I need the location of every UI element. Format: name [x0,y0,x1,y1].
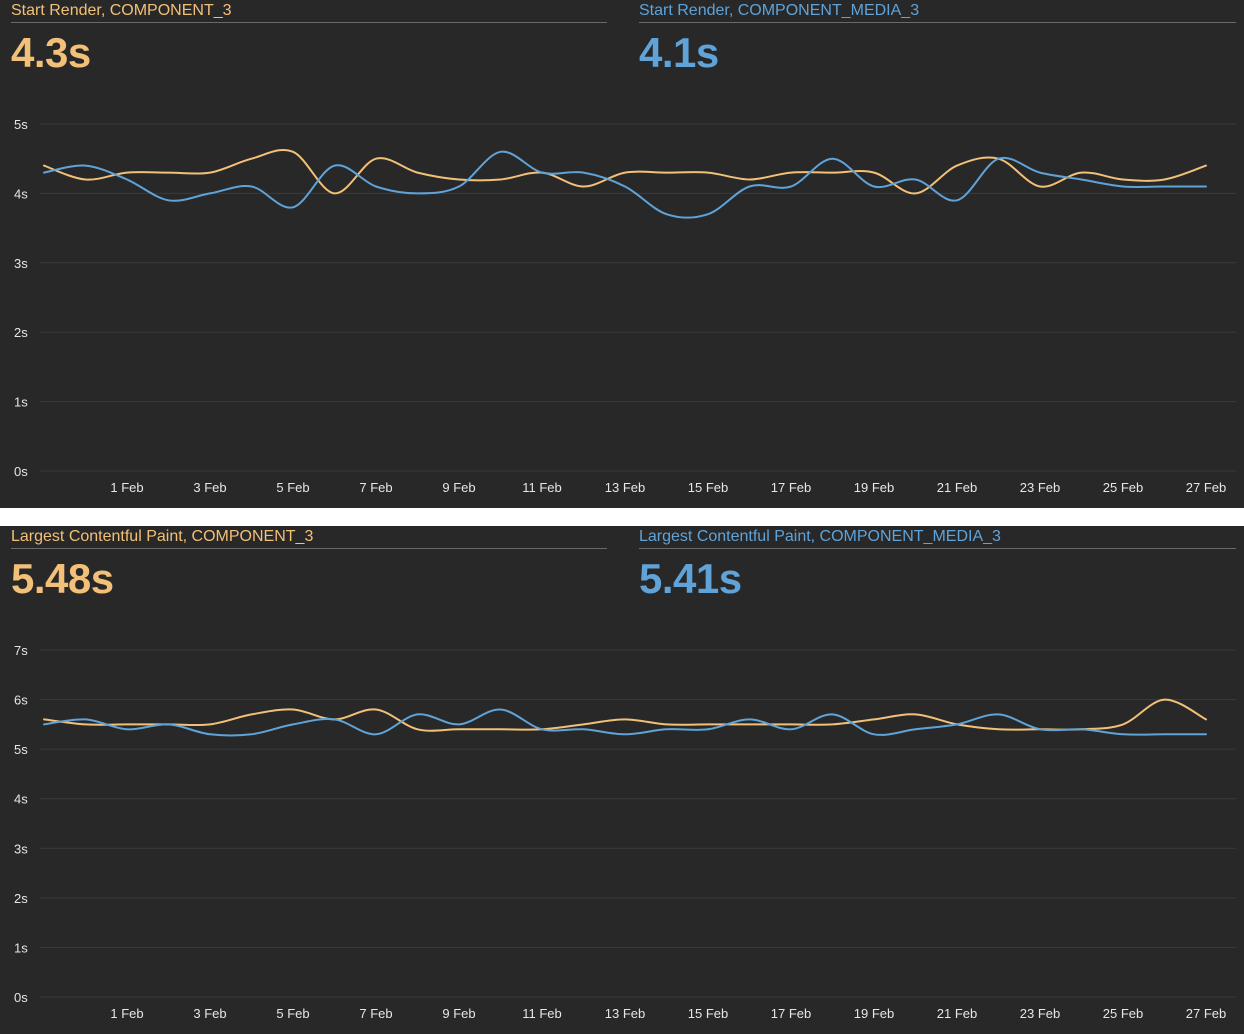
x-tick-label: 5 Feb [276,1006,309,1021]
x-tick-label: 11 Feb [522,480,562,495]
metric-value: 4.3s [11,29,91,76]
x-tick-label: 5 Feb [276,480,309,495]
metric-component-3: Largest Contentful Paint, COMPONENT_3 5.… [11,526,607,603]
y-tick-label: 3s [14,841,28,856]
x-tick-label: 13 Feb [605,480,645,495]
x-tick-label: 23 Feb [1020,480,1060,495]
series-line-component-media-3 [43,708,1207,737]
x-tick-label: 23 Feb [1020,1006,1060,1021]
metric-title: Largest Contentful Paint, COMPONENT_3 [11,526,607,549]
y-tick-label: 2s [14,891,28,906]
y-tick-label: 4s [14,186,28,201]
x-tick-label: 11 Feb [522,1006,562,1021]
x-tick-label: 19 Feb [854,480,894,495]
x-tick-label: 19 Feb [854,1006,894,1021]
metric-component-media-3: Start Render, COMPONENT_MEDIA_3 4.1s [639,0,1236,77]
y-tick-label: 0s [14,464,28,479]
y-tick-label: 2s [14,325,28,340]
metric-value: 5.41s [639,555,742,602]
x-tick-label: 13 Feb [605,1006,645,1021]
x-tick-label: 3 Feb [193,1006,226,1021]
x-tick-label: 27 Feb [1186,480,1226,495]
x-tick-label: 17 Feb [771,480,811,495]
x-tick-label: 21 Feb [937,480,977,495]
x-tick-label: 7 Feb [359,1006,392,1021]
y-tick-label: 6s [14,693,28,708]
largest-contentful-paint-panel: Largest Contentful Paint, COMPONENT_3 5.… [0,526,1244,1034]
metric-component-3: Start Render, COMPONENT_3 4.3s [11,0,607,77]
y-tick-label: 7s [14,643,28,658]
x-tick-label: 9 Feb [442,1006,475,1021]
x-tick-label: 7 Feb [359,480,392,495]
y-tick-label: 4s [14,792,28,807]
series-line-component-media-3 [43,150,1207,219]
x-tick-label: 27 Feb [1186,1006,1226,1021]
y-tick-label: 3s [14,256,28,271]
metric-title: Start Render, COMPONENT_3 [11,0,607,23]
x-tick-label: 25 Feb [1103,480,1143,495]
series-line-component-3 [43,148,1207,195]
y-tick-label: 1s [14,395,28,410]
y-tick-label: 5s [14,742,28,757]
start-render-panel: Start Render, COMPONENT_3 4.3s Start Ren… [0,0,1244,508]
metric-value: 5.48s [11,555,114,602]
metric-title: Largest Contentful Paint, COMPONENT_MEDI… [639,526,1236,549]
y-tick-label: 0s [14,990,28,1005]
x-tick-label: 17 Feb [771,1006,811,1021]
largest-contentful-paint-chart: 0s 1s 2s 3s 4s 5s 6s 7s 1 Feb 3 Feb 5 Feb 7 Feb 9 Fe… [14,643,1236,1021]
y-tick-label: 1s [14,940,28,955]
x-tick-label: 3 Feb [193,480,226,495]
start-render-chart: 0s 1s 2s 3s 4s 5s 1 Feb 3 Feb 5 Feb 7 Feb 9 Feb 11 … [14,117,1236,495]
x-tick-label: 1 Feb [110,480,143,495]
y-tick-label: 5s [14,117,28,132]
metric-title: Start Render, COMPONENT_MEDIA_3 [639,0,1236,23]
metric-component-media-3: Largest Contentful Paint, COMPONENT_MEDI… [639,526,1236,603]
x-tick-label: 15 Feb [688,1006,728,1021]
x-tick-label: 21 Feb [937,1006,977,1021]
x-tick-label: 25 Feb [1103,1006,1143,1021]
metric-value: 4.1s [639,29,719,76]
x-tick-label: 9 Feb [442,480,475,495]
x-tick-label: 1 Feb [110,1006,143,1021]
series-line-component-3 [43,698,1207,732]
x-tick-label: 15 Feb [688,480,728,495]
